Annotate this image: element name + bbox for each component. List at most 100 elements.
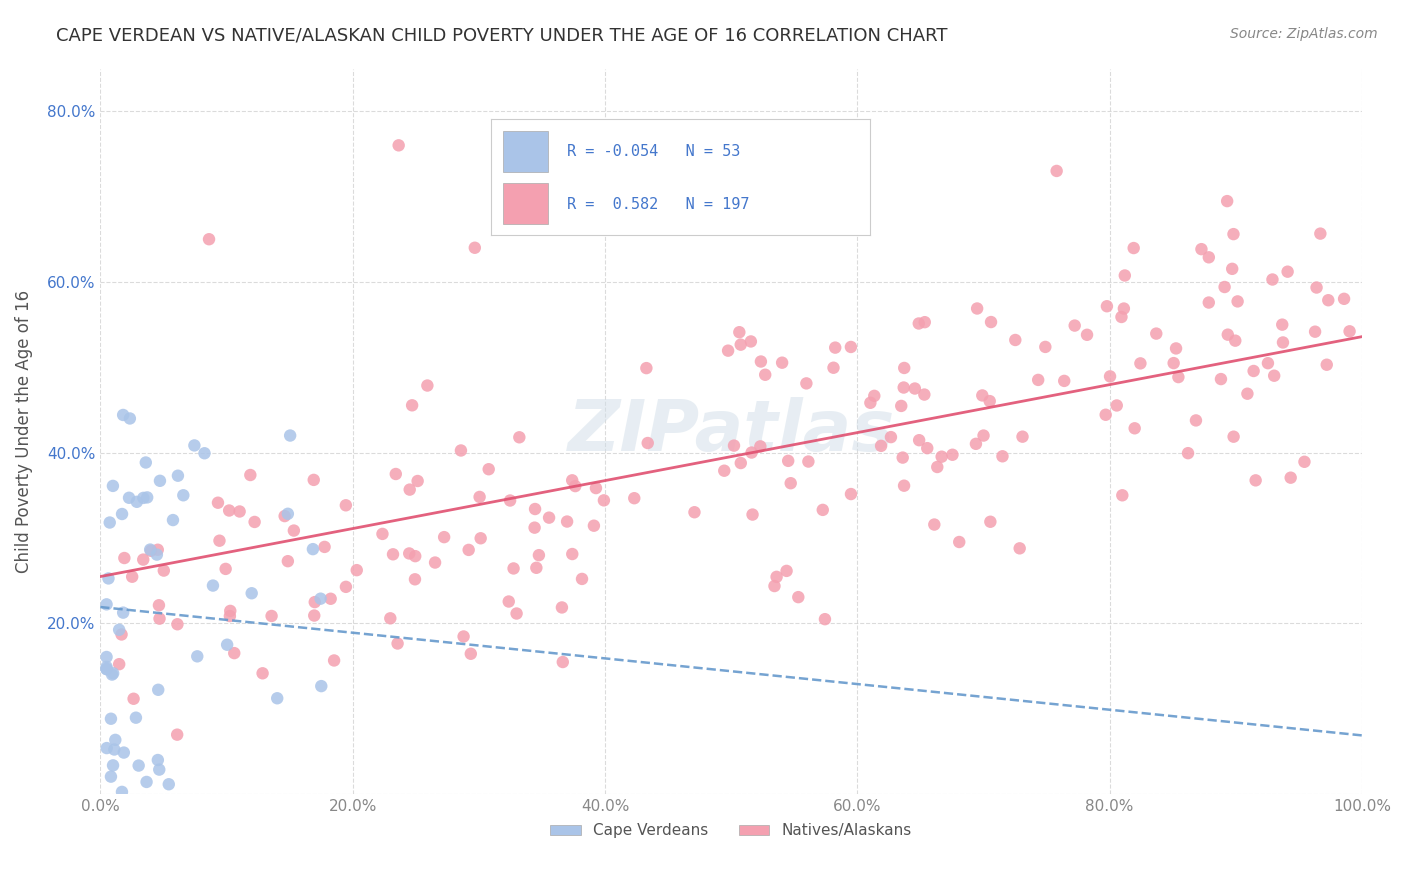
Natives/Alaskans: [561, 473, 583, 487]
Natives/Alaskans: [273, 509, 295, 524]
Natives/Alaskans: [464, 241, 486, 255]
Natives/Alaskans: [404, 549, 426, 563]
Cape Verdeans: [148, 763, 170, 777]
Natives/Alaskans: [304, 595, 326, 609]
Cape Verdeans: [118, 491, 141, 505]
Natives/Alaskans: [380, 611, 402, 625]
Natives/Alaskans: [283, 524, 305, 538]
Cape Verdeans: [101, 758, 124, 772]
Natives/Alaskans: [585, 481, 607, 495]
Natives/Alaskans: [1198, 295, 1220, 310]
Natives/Alaskans: [153, 564, 176, 578]
Natives/Alaskans: [1213, 280, 1236, 294]
Cape Verdeans: [96, 662, 118, 676]
Natives/Alaskans: [614, 121, 637, 136]
Natives/Alaskans: [863, 389, 886, 403]
Natives/Alaskans: [1095, 299, 1118, 313]
Natives/Alaskans: [1222, 227, 1244, 241]
Natives/Alaskans: [112, 551, 135, 566]
Cape Verdeans: [125, 711, 148, 725]
Cape Verdeans: [97, 571, 120, 585]
Natives/Alaskans: [1123, 421, 1146, 435]
Natives/Alaskans: [571, 572, 593, 586]
Natives/Alaskans: [1008, 541, 1031, 556]
Natives/Alaskans: [1209, 372, 1232, 386]
Natives/Alaskans: [524, 502, 547, 516]
Natives/Alaskans: [765, 570, 787, 584]
Cape Verdeans: [217, 638, 239, 652]
Natives/Alaskans: [564, 479, 586, 493]
Text: Source: ZipAtlas.com: Source: ZipAtlas.com: [1230, 27, 1378, 41]
Natives/Alaskans: [972, 388, 994, 402]
Cape Verdeans: [302, 542, 325, 557]
Natives/Alaskans: [1339, 324, 1361, 338]
Natives/Alaskans: [979, 515, 1001, 529]
Natives/Alaskans: [1094, 408, 1116, 422]
Natives/Alaskans: [1244, 474, 1267, 488]
Natives/Alaskans: [260, 609, 283, 624]
Cape Verdeans: [311, 679, 333, 693]
Natives/Alaskans: [1112, 301, 1135, 316]
Natives/Alaskans: [730, 456, 752, 470]
Y-axis label: Child Poverty Under the Age of 16: Child Poverty Under the Age of 16: [15, 290, 32, 573]
Natives/Alaskans: [814, 612, 837, 626]
Natives/Alaskans: [1111, 310, 1133, 324]
Natives/Alaskans: [796, 376, 818, 391]
Cape Verdeans: [136, 491, 159, 505]
Cape Verdeans: [111, 507, 134, 521]
Cape Verdeans: [96, 650, 118, 665]
Cape Verdeans: [112, 746, 135, 760]
Natives/Alaskans: [723, 439, 745, 453]
Natives/Alaskans: [122, 691, 145, 706]
Natives/Alaskans: [1053, 374, 1076, 388]
Natives/Alaskans: [207, 496, 229, 510]
Natives/Alaskans: [508, 430, 530, 444]
Cape Verdeans: [135, 775, 157, 789]
Natives/Alaskans: [148, 599, 170, 613]
Natives/Alaskans: [108, 657, 131, 672]
Natives/Alaskans: [371, 527, 394, 541]
Natives/Alaskans: [218, 503, 240, 517]
Natives/Alaskans: [166, 617, 188, 632]
Natives/Alaskans: [1216, 194, 1239, 208]
Natives/Alaskans: [110, 627, 132, 641]
Cape Verdeans: [112, 408, 135, 422]
Natives/Alaskans: [1317, 293, 1340, 308]
Natives/Alaskans: [1144, 326, 1167, 341]
Cape Verdeans: [183, 438, 205, 452]
Text: ZIPatlas: ZIPatlas: [568, 397, 894, 466]
Natives/Alaskans: [931, 450, 953, 464]
Natives/Alaskans: [778, 454, 800, 468]
Natives/Alaskans: [1046, 164, 1069, 178]
Natives/Alaskans: [741, 508, 763, 522]
Cape Verdeans: [201, 578, 224, 592]
Natives/Alaskans: [730, 337, 752, 351]
Natives/Alaskans: [1177, 446, 1199, 460]
Natives/Alaskans: [219, 604, 242, 618]
Natives/Alaskans: [1294, 455, 1316, 469]
Cape Verdeans: [108, 623, 131, 637]
Natives/Alaskans: [551, 600, 574, 615]
Cape Verdeans: [148, 682, 170, 697]
Natives/Alaskans: [450, 443, 472, 458]
Natives/Alaskans: [478, 462, 501, 476]
Natives/Alaskans: [252, 666, 274, 681]
Natives/Alaskans: [1026, 373, 1049, 387]
Natives/Alaskans: [1004, 333, 1026, 347]
Natives/Alaskans: [1316, 358, 1339, 372]
Cape Verdeans: [162, 513, 184, 527]
Natives/Alaskans: [1191, 242, 1213, 256]
Natives/Alaskans: [1243, 364, 1265, 378]
Natives/Alaskans: [1216, 327, 1239, 342]
Natives/Alaskans: [770, 356, 793, 370]
Cape Verdeans: [101, 479, 124, 493]
Natives/Alaskans: [277, 554, 299, 568]
Natives/Alaskans: [914, 315, 936, 329]
Natives/Alaskans: [505, 607, 527, 621]
Cape Verdeans: [157, 777, 180, 791]
Natives/Alaskans: [1076, 327, 1098, 342]
Cape Verdeans: [96, 660, 118, 674]
Natives/Alaskans: [1236, 386, 1258, 401]
Cape Verdeans: [128, 758, 150, 772]
Natives/Alaskans: [907, 317, 929, 331]
